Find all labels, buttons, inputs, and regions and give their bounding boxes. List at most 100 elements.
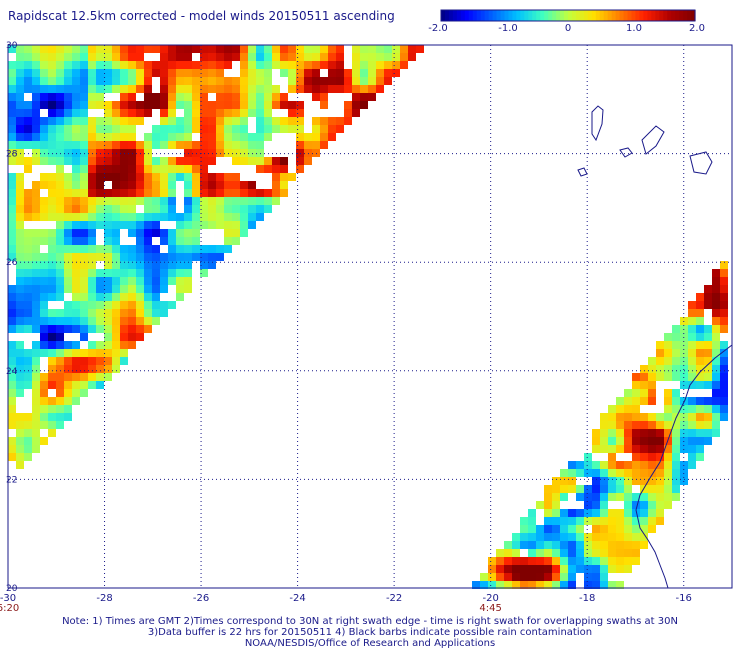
swath-cell [24, 197, 32, 205]
swath-cell [664, 421, 672, 429]
swath-cell [320, 125, 328, 133]
swath-cell [80, 53, 88, 61]
swath-cell [624, 437, 632, 445]
swath-cell [592, 501, 600, 509]
swath-cell [216, 141, 224, 149]
swath-cell [216, 205, 224, 213]
swath-cell [216, 101, 224, 109]
swath-cell [648, 461, 656, 469]
swath-cell [104, 45, 112, 53]
swath-cell [240, 93, 248, 101]
swath-cell [648, 373, 656, 381]
swath-cell [656, 445, 664, 453]
swath-cell [712, 333, 720, 341]
swath-cell [128, 93, 136, 101]
swath-cell [208, 85, 216, 93]
colorbar-segment [575, 10, 581, 21]
colorbar-segment [516, 10, 521, 21]
swath-cell [312, 45, 320, 53]
swath-cell [648, 525, 656, 533]
swath-cell [360, 101, 368, 109]
swath-cell [120, 205, 128, 213]
swath-cell [648, 421, 656, 429]
swath-cell [224, 213, 232, 221]
swath-cell [216, 53, 224, 61]
swath-cell [248, 69, 256, 77]
swath-cell [552, 533, 560, 541]
swath-cell [176, 61, 184, 69]
swath-cell [88, 221, 96, 229]
colorbar-segment [540, 10, 545, 21]
swath-cell [136, 157, 144, 165]
swath-cell [16, 141, 24, 149]
swath-cell [40, 349, 48, 357]
swath-cell [368, 61, 376, 69]
swath-cell [688, 453, 696, 461]
swath-cell [664, 413, 672, 421]
swath-cell [720, 269, 728, 277]
swath-cell [144, 325, 152, 333]
swath-cell [208, 189, 216, 197]
swath-cell [96, 165, 104, 173]
swath-cell [184, 125, 192, 133]
swath-cell [224, 53, 232, 61]
swath-cell [560, 541, 568, 549]
swath-cell [88, 245, 96, 253]
swath-cell [128, 189, 136, 197]
swath-cell [136, 61, 144, 69]
swath-cell [152, 301, 160, 309]
swath-cell [16, 437, 24, 445]
swath-cell [112, 197, 120, 205]
swath-cell [112, 269, 120, 277]
swath-cell [184, 269, 192, 277]
swath-cell [112, 165, 120, 173]
swath-cell [136, 53, 144, 61]
swath-cell [264, 77, 272, 85]
swath-cell [72, 397, 80, 405]
swath-cell [96, 285, 104, 293]
swath-cell [168, 237, 176, 245]
swath-cell [80, 189, 88, 197]
swath-cell [176, 245, 184, 253]
swath-cell [160, 133, 168, 141]
swath-cell [88, 293, 96, 301]
swath-cell [56, 93, 64, 101]
swath-cell [352, 101, 360, 109]
swath-cell [56, 157, 64, 165]
swath-cell [696, 413, 704, 421]
swath-cell [696, 341, 704, 349]
swath-cell [112, 125, 120, 133]
swath-cell [144, 45, 152, 53]
swath-cell [152, 189, 160, 197]
swath-cell [568, 533, 576, 541]
swath-cell [48, 261, 56, 269]
swath-cell [600, 525, 608, 533]
swath-cell [616, 477, 624, 485]
swath-cell [112, 45, 120, 53]
swath-cell [152, 173, 160, 181]
swath-cell [320, 85, 328, 93]
swath-cell [632, 549, 640, 557]
swath-cell [216, 133, 224, 141]
swath-cell [48, 253, 56, 261]
swath-cell [48, 109, 56, 117]
swath-cell [208, 101, 216, 109]
swath-cell [264, 125, 272, 133]
swath-cell [576, 493, 584, 501]
swath-cell [24, 253, 32, 261]
swath-cell [144, 277, 152, 285]
swath-cell [616, 525, 624, 533]
swath-cell [360, 53, 368, 61]
swath-cell [80, 61, 88, 69]
swath-cell [288, 109, 296, 117]
swath-cell [216, 85, 224, 93]
swath-cell [112, 85, 120, 93]
swath-cell [184, 45, 192, 53]
swath-cell [112, 77, 120, 85]
swath-cell [32, 429, 40, 437]
swath-cell [288, 53, 296, 61]
swath-cell [72, 357, 80, 365]
swath-cell [24, 237, 32, 245]
swath-cell [184, 245, 192, 253]
swath-cell [112, 157, 120, 165]
